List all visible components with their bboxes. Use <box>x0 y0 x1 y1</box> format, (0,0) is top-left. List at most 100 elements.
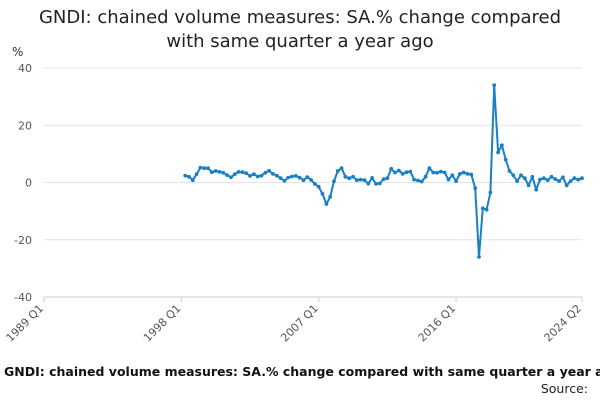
data-point[interactable] <box>282 178 287 183</box>
data-point[interactable] <box>526 183 531 188</box>
data-point[interactable] <box>221 170 226 175</box>
data-point[interactable] <box>412 177 416 182</box>
data-point[interactable] <box>374 182 378 186</box>
data-point[interactable] <box>267 168 271 173</box>
data-point[interactable] <box>183 173 188 178</box>
data-point[interactable] <box>435 170 439 175</box>
data-point[interactable] <box>446 177 451 182</box>
data-point[interactable] <box>248 174 252 178</box>
data-point[interactable] <box>278 176 283 181</box>
data-point[interactable] <box>507 169 512 173</box>
data-point[interactable] <box>301 178 306 183</box>
data-point[interactable] <box>545 178 550 183</box>
data-point[interactable] <box>416 178 420 183</box>
data-point[interactable] <box>355 178 359 183</box>
data-point[interactable] <box>484 207 489 212</box>
data-point[interactable] <box>450 173 455 178</box>
data-point[interactable] <box>202 166 207 171</box>
data-point[interactable] <box>351 174 355 179</box>
data-point[interactable] <box>232 172 237 177</box>
data-point[interactable] <box>465 172 470 176</box>
data-point[interactable] <box>313 182 317 186</box>
data-point[interactable] <box>328 194 333 199</box>
data-point[interactable] <box>461 170 466 175</box>
data-point[interactable] <box>290 174 294 179</box>
data-point[interactable] <box>274 173 279 178</box>
data-point[interactable] <box>320 192 325 196</box>
data-point[interactable] <box>316 184 321 189</box>
data-point[interactable] <box>458 172 462 176</box>
data-point[interactable] <box>293 174 298 178</box>
data-point[interactable] <box>492 83 497 88</box>
data-point[interactable] <box>229 175 233 180</box>
data-point[interactable] <box>469 172 474 177</box>
data-point[interactable] <box>370 176 374 180</box>
data-point[interactable] <box>515 179 519 184</box>
data-point[interactable] <box>442 170 447 175</box>
data-point[interactable] <box>519 173 523 178</box>
data-point[interactable] <box>427 166 432 171</box>
data-point[interactable] <box>263 170 268 175</box>
data-point[interactable] <box>343 174 348 179</box>
data-point[interactable] <box>488 190 493 195</box>
data-point[interactable] <box>419 179 424 184</box>
data-point[interactable] <box>217 170 222 174</box>
data-point[interactable] <box>553 177 558 182</box>
data-point[interactable] <box>500 143 504 148</box>
data-point[interactable] <box>522 176 527 181</box>
data-point[interactable] <box>477 255 481 259</box>
data-point[interactable] <box>187 174 191 179</box>
data-point[interactable] <box>297 175 302 180</box>
data-point[interactable] <box>347 176 352 181</box>
data-point[interactable] <box>332 179 336 184</box>
data-point[interactable] <box>309 178 313 182</box>
data-point[interactable] <box>438 169 443 174</box>
data-point[interactable] <box>496 150 500 155</box>
data-point[interactable] <box>236 170 241 174</box>
data-point[interactable] <box>454 179 458 184</box>
data-point[interactable] <box>431 170 436 175</box>
data-point[interactable] <box>480 206 485 211</box>
data-point[interactable] <box>503 157 508 162</box>
data-point[interactable] <box>530 174 535 179</box>
data-point[interactable] <box>259 173 264 178</box>
data-point[interactable] <box>397 168 401 173</box>
data-point[interactable] <box>286 175 291 180</box>
data-point[interactable] <box>210 170 214 175</box>
data-point[interactable] <box>271 172 275 176</box>
data-point[interactable] <box>213 169 218 173</box>
data-point[interactable] <box>549 174 554 179</box>
data-point[interactable] <box>580 176 584 181</box>
data-point[interactable] <box>194 172 199 177</box>
data-point[interactable] <box>335 169 340 173</box>
data-point[interactable] <box>564 183 569 188</box>
data-point[interactable] <box>404 170 409 175</box>
data-point[interactable] <box>393 170 397 175</box>
data-point[interactable] <box>225 173 230 178</box>
data-point[interactable] <box>534 187 539 192</box>
data-point[interactable] <box>252 172 256 177</box>
data-point[interactable] <box>324 202 329 206</box>
data-point[interactable] <box>389 166 394 171</box>
data-point[interactable] <box>198 165 203 170</box>
data-point[interactable] <box>576 177 581 182</box>
data-point[interactable] <box>423 174 428 179</box>
data-point[interactable] <box>362 178 367 183</box>
data-point[interactable] <box>385 176 390 181</box>
data-point[interactable] <box>381 177 386 182</box>
data-point[interactable] <box>240 170 245 175</box>
data-point[interactable] <box>339 166 344 171</box>
data-point[interactable] <box>190 178 195 183</box>
data-point[interactable] <box>358 177 363 182</box>
data-point[interactable] <box>366 181 371 186</box>
data-point[interactable] <box>511 173 516 178</box>
data-point[interactable] <box>538 177 542 182</box>
data-point[interactable] <box>377 181 382 186</box>
data-point[interactable] <box>473 186 478 191</box>
data-point[interactable] <box>244 171 249 176</box>
data-point[interactable] <box>561 175 565 180</box>
data-point[interactable] <box>400 172 405 176</box>
data-point[interactable] <box>206 166 211 171</box>
data-point[interactable] <box>305 175 310 180</box>
data-point[interactable] <box>557 179 561 184</box>
